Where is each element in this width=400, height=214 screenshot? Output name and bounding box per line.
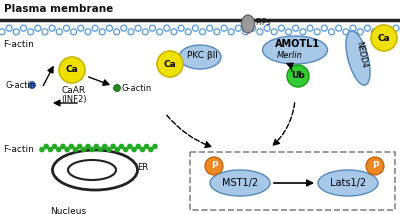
Text: G-actin: G-actin: [122, 83, 152, 92]
Circle shape: [90, 147, 95, 152]
Text: NEDD4: NEDD4: [355, 41, 369, 69]
Circle shape: [59, 57, 85, 83]
Circle shape: [43, 144, 49, 149]
Text: F-actin: F-actin: [3, 146, 34, 155]
Circle shape: [64, 147, 70, 152]
Text: F-actin: F-actin: [3, 40, 34, 49]
Circle shape: [68, 144, 74, 149]
Circle shape: [28, 82, 36, 89]
Circle shape: [366, 157, 384, 175]
Circle shape: [48, 147, 53, 152]
Text: Lats1/2: Lats1/2: [330, 178, 366, 188]
Circle shape: [127, 144, 133, 149]
Circle shape: [85, 144, 91, 149]
Circle shape: [152, 144, 158, 149]
Text: Merlin: Merlin: [277, 51, 303, 59]
Circle shape: [123, 147, 128, 152]
Circle shape: [94, 144, 99, 149]
Circle shape: [157, 51, 183, 77]
Text: PKC βII: PKC βII: [186, 51, 218, 59]
Circle shape: [106, 147, 112, 152]
Circle shape: [114, 147, 120, 152]
Text: ER: ER: [138, 163, 148, 172]
Ellipse shape: [346, 31, 370, 85]
Text: AMOTL1: AMOTL1: [276, 39, 320, 49]
Circle shape: [140, 147, 145, 152]
Text: MST1/2: MST1/2: [222, 178, 258, 188]
Ellipse shape: [179, 45, 221, 69]
Text: P: P: [372, 162, 378, 171]
Circle shape: [39, 147, 45, 152]
Text: Ub: Ub: [291, 71, 305, 80]
Ellipse shape: [52, 150, 138, 190]
Ellipse shape: [262, 36, 328, 64]
Ellipse shape: [210, 170, 270, 196]
Ellipse shape: [242, 15, 254, 33]
Text: Ca: Ca: [164, 59, 176, 68]
Circle shape: [371, 25, 397, 51]
Ellipse shape: [318, 170, 378, 196]
Circle shape: [119, 144, 124, 149]
Circle shape: [60, 144, 66, 149]
Circle shape: [73, 147, 78, 152]
Circle shape: [114, 85, 120, 92]
Circle shape: [148, 147, 154, 152]
Circle shape: [56, 147, 62, 152]
Circle shape: [102, 144, 108, 149]
FancyBboxPatch shape: [190, 152, 395, 210]
Circle shape: [77, 144, 82, 149]
Circle shape: [136, 144, 141, 149]
Circle shape: [98, 147, 103, 152]
Circle shape: [52, 144, 57, 149]
Circle shape: [81, 147, 87, 152]
Text: (INF2): (INF2): [61, 95, 87, 104]
Text: CaAR: CaAR: [62, 86, 86, 95]
Circle shape: [110, 144, 116, 149]
Text: Plasma membrane: Plasma membrane: [4, 4, 113, 14]
Text: Ca: Ca: [378, 34, 390, 43]
Text: Nucleus: Nucleus: [50, 207, 86, 214]
Circle shape: [131, 147, 137, 152]
Text: P: P: [211, 162, 217, 171]
Circle shape: [205, 157, 223, 175]
Ellipse shape: [68, 160, 116, 180]
Text: G-actin: G-actin: [5, 80, 35, 89]
Circle shape: [287, 65, 309, 87]
Text: PIPs: PIPs: [255, 18, 270, 27]
Circle shape: [144, 144, 150, 149]
Text: Ca: Ca: [66, 65, 78, 74]
